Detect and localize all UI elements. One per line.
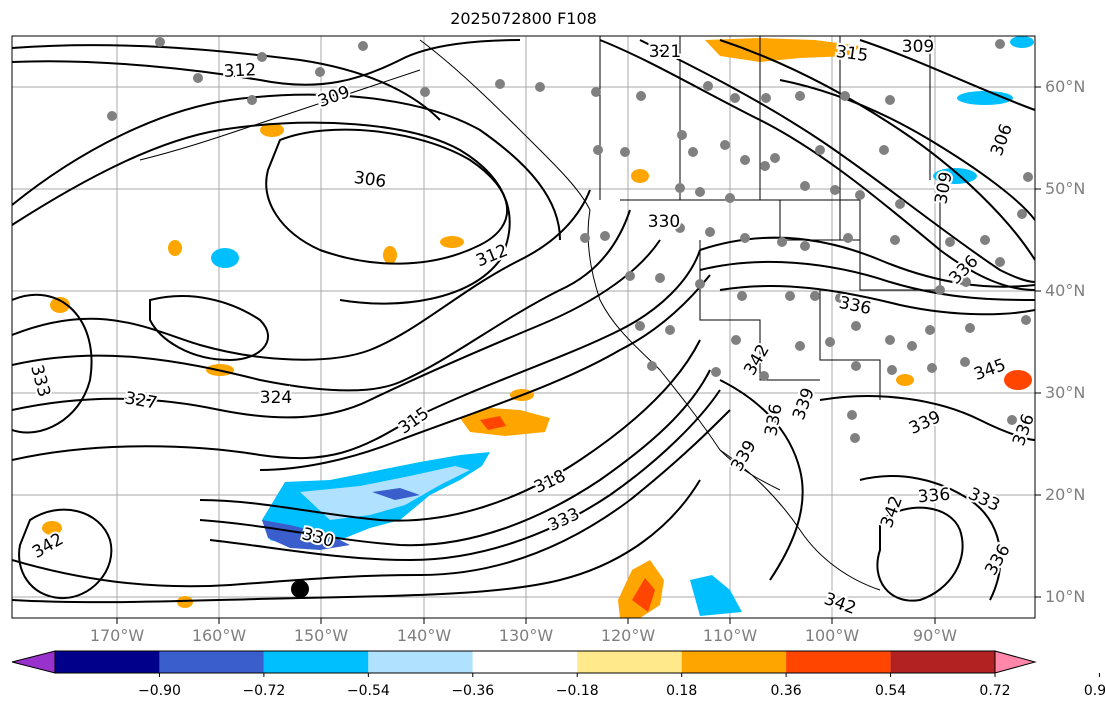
- blue-region-ak: [957, 91, 1013, 105]
- orange-region-small3: [896, 374, 914, 386]
- contour-label: 312: [223, 60, 256, 82]
- coastlines: [139, 36, 941, 591]
- contour-lines: [12, 39, 1035, 604]
- darkblue-region-main: [262, 520, 350, 550]
- lon-label-140w: 140°W: [396, 626, 452, 645]
- colorbar-extend-max: [994, 650, 1037, 674]
- red-region-mid: [480, 416, 506, 430]
- blue-region-mex: [690, 575, 742, 616]
- map-title: 2025072800 F108: [450, 9, 597, 28]
- lon-label-130w: 130°W: [498, 626, 554, 645]
- positive-shading: [42, 38, 1032, 618]
- orange-region-gulf: [1004, 370, 1032, 390]
- lat-label-20n: 20°N: [1045, 485, 1086, 504]
- colorbar-tick-label: 0.36: [770, 683, 802, 699]
- contour-label: 324: [260, 388, 292, 408]
- colorbar-segment: [55, 651, 160, 673]
- lon-label-120w: 120°W: [600, 626, 656, 645]
- lon-label-100w: 100°W: [804, 626, 860, 645]
- colorbar-tick-label: 0.90: [1083, 683, 1105, 699]
- contour-label: 309: [902, 37, 934, 57]
- colorbar-tick-label: −0.18: [555, 683, 599, 699]
- contour-label: 336: [917, 485, 951, 508]
- colorbar-segment: [472, 651, 578, 673]
- axis-ticks: [116, 86, 1041, 624]
- orange-region-pac2: [50, 297, 70, 313]
- station-dots: [107, 37, 1033, 443]
- lon-label-160w: 160°W: [191, 626, 247, 645]
- orange-region-pac1: [440, 236, 464, 248]
- lat-label-50n: 50°N: [1045, 179, 1086, 198]
- colorbar-extend-min: [11, 650, 56, 674]
- lat-label-60n: 60°N: [1045, 77, 1086, 96]
- colorbar: [11, 650, 1100, 677]
- blue-region-topright: [1010, 36, 1034, 48]
- colorbar-segment: [159, 651, 264, 673]
- contour-label: 330: [648, 212, 680, 232]
- blue-region-pac: [211, 248, 239, 268]
- orange-region-west: [42, 521, 62, 535]
- orange-region-top: [705, 38, 860, 62]
- colorbar-segment: [368, 651, 473, 673]
- lon-label-150w: 150°W: [293, 626, 349, 645]
- orange-region-small2: [631, 169, 649, 183]
- orange-region-small1: [177, 596, 193, 608]
- lon-label-90w: 90°W: [912, 626, 958, 645]
- colorbar-segment: [577, 651, 682, 673]
- colorbar-tick-label: −0.36: [451, 683, 495, 699]
- orange-region-mid: [460, 408, 550, 436]
- colorbar-tick-label: 0.72: [979, 683, 1011, 699]
- map-frame-background: [12, 36, 1035, 618]
- orange-region-small4: [168, 240, 182, 256]
- colorbar-frame: [54, 650, 996, 674]
- colorbar-tick-label: −0.90: [137, 683, 181, 699]
- colorbar-tick-label: 0.18: [666, 683, 698, 699]
- colorbar-tick-label: 0.54: [874, 683, 907, 699]
- lat-label-10n: 10°N: [1045, 587, 1086, 606]
- map-frame: [11, 35, 1036, 619]
- colorbar-segment: [263, 651, 369, 673]
- lat-label-30n: 30°N: [1045, 383, 1086, 402]
- black-station-dot: [291, 580, 309, 598]
- lon-label-110w: 110°W: [702, 626, 758, 645]
- colorbar-tick-label: −0.72: [242, 683, 286, 699]
- lat-label-40n: 40°N: [1045, 281, 1086, 300]
- lon-label-170w: 170°W: [89, 626, 145, 645]
- orange-region-small5: [383, 246, 397, 264]
- colorbar-segment: [681, 651, 787, 673]
- colorbar-segment: [890, 651, 995, 673]
- colorbar-segment: [786, 651, 891, 673]
- orange-region-ak: [260, 123, 284, 137]
- contour-label: 321: [649, 42, 681, 62]
- colorbar-tick-label: −0.54: [346, 683, 390, 699]
- darkblue-region-small: [372, 488, 420, 500]
- red-region-mex: [632, 578, 655, 612]
